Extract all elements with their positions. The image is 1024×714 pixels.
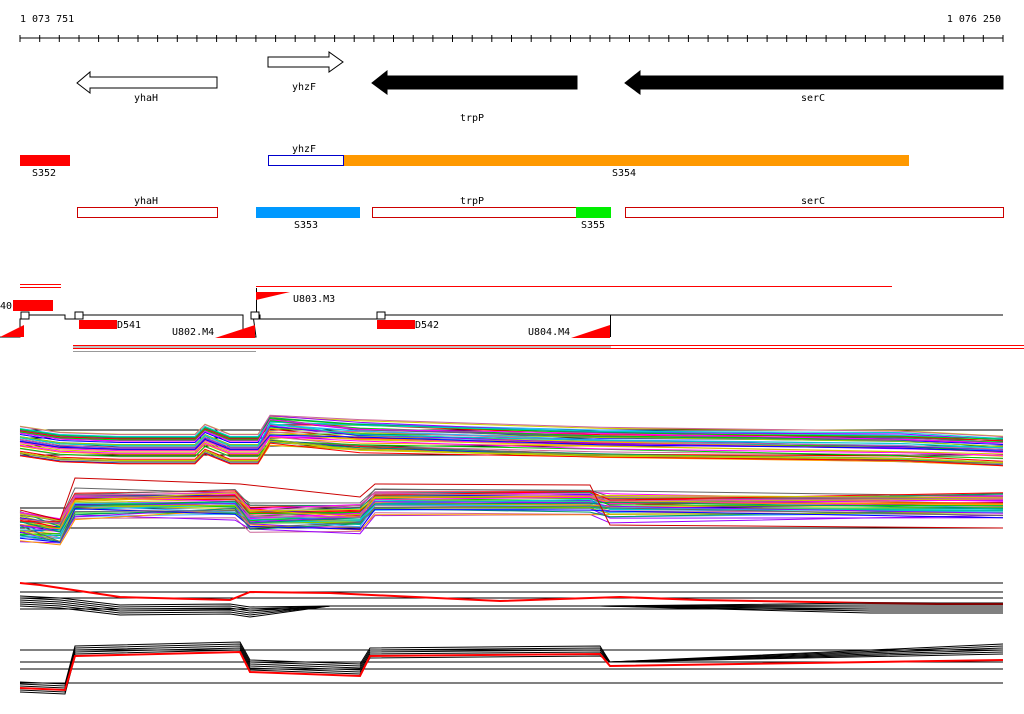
profile-line [19,595,1003,608]
profile-line [19,433,1004,455]
profile-line [19,427,1004,448]
gene-arrow-trpP[interactable] [371,69,578,95]
segment-S352[interactable] [20,155,70,166]
profile-line [19,440,1004,464]
profile-line [19,419,1004,444]
segment-label-yhzF: yhzF [292,144,316,155]
gene-label-yhzF: yhzF [292,82,316,93]
feature-label-D542: D542 [415,320,439,331]
profile-line [19,645,1004,689]
profile-line [19,500,1004,533]
profile-line [19,487,1004,522]
profile-line [19,508,1004,542]
feature-promoter-triangle [0,325,24,337]
segment-track-2: yhaH S353 trpP S355 serC [77,196,1004,231]
ruler-ticks [19,35,1004,42]
feature-40[interactable] [13,300,53,311]
coordinate-ruler: 1 073 751 1 076 250 [19,14,1004,42]
profile-line [19,511,1004,539]
feature-label-U804-M4: U804.M4 [528,327,570,338]
feature-track: 40 U803.M3 D541 U802.M4 D542 U804.M4 [0,284,1024,352]
profile-line [19,650,1004,692]
feature-U804-M4[interactable] [571,325,610,338]
profile-line [19,435,1004,456]
feature-label-U803-M3: U803.M3 [293,294,335,305]
feature-label-40: 40 [0,301,12,312]
gene-yhaH[interactable]: yhaH [76,70,218,104]
ruler-start-label: 1 073 751 [20,14,74,25]
feature-marker [250,311,260,320]
feature-baseline [0,314,1003,338]
feature-label-D541: D541 [117,320,141,331]
gene-label-yhaH: yhaH [134,93,158,104]
segment-trpP[interactable] [372,207,577,218]
expression-profiles [19,414,1004,695]
feature-U803-M3[interactable] [256,292,290,300]
feature-label-U802-M4: U802.M4 [172,327,214,338]
gene-trpP[interactable]: trpP [371,69,578,124]
profile-line [19,505,1004,543]
profile-line [19,423,1004,449]
segment-S353[interactable] [256,207,360,218]
feature-U802-M4[interactable] [215,325,255,338]
gene-arrow-yhaH[interactable] [76,70,218,95]
segment-yhzF[interactable] [268,155,344,166]
profile-line [19,424,1004,442]
segment-label-trpP: trpP [460,196,484,207]
segment-label-serC: serC [801,196,825,207]
segment-label-S355: S355 [581,220,605,231]
segment-label-S352: S352 [32,168,56,179]
profile-line [19,508,1004,543]
profile-line [19,414,1004,438]
feature-marker [20,311,30,320]
segment-S355[interactable] [576,207,611,218]
feature-marker [74,311,84,320]
profile-line [19,582,1004,605]
feature-marker [376,311,386,320]
gene-yhzF[interactable]: yhzF [267,51,344,93]
gene-track: yhaH yhzF trpP serC [76,51,1004,124]
segment-yhaH[interactable] [77,207,218,218]
profile-line [19,493,1004,525]
segment-label-yhaH: yhaH [134,196,158,207]
ruler-end-label: 1 076 250 [947,14,1001,25]
profile-line [19,513,1004,544]
segment-track-1: S352 yhzF S354 [20,144,909,179]
profile-line [19,421,1004,439]
profile-line [19,605,1003,618]
profile-line [19,420,1004,443]
feature-D542[interactable] [377,320,415,329]
profile-line [19,495,1004,530]
feature-D541[interactable] [79,320,117,329]
segment-S354[interactable] [344,155,909,166]
gene-label-trpP: trpP [460,113,484,124]
profile-line [19,495,1004,530]
profile-line [19,430,1004,450]
profile-line [19,599,1003,612]
profile-line [19,641,1004,685]
profile-line [19,601,1003,614]
profile-line [19,643,1004,687]
profile-line [19,603,1003,616]
profile-line [19,440,1004,459]
profile-line [19,597,1003,610]
profile-line [19,417,1004,440]
profile-line [19,477,1004,529]
segment-label-S354: S354 [612,168,636,179]
profile-line [19,434,1004,452]
segment-label-S353: S353 [294,220,318,231]
gene-label-serC: serC [801,93,825,104]
segment-serC[interactable] [625,207,1004,218]
gene-arrow-yhzF[interactable] [267,51,344,73]
profile-line [19,442,1004,467]
gene-serC[interactable]: serC [624,69,1004,104]
gene-arrow-serC[interactable] [624,69,1004,95]
